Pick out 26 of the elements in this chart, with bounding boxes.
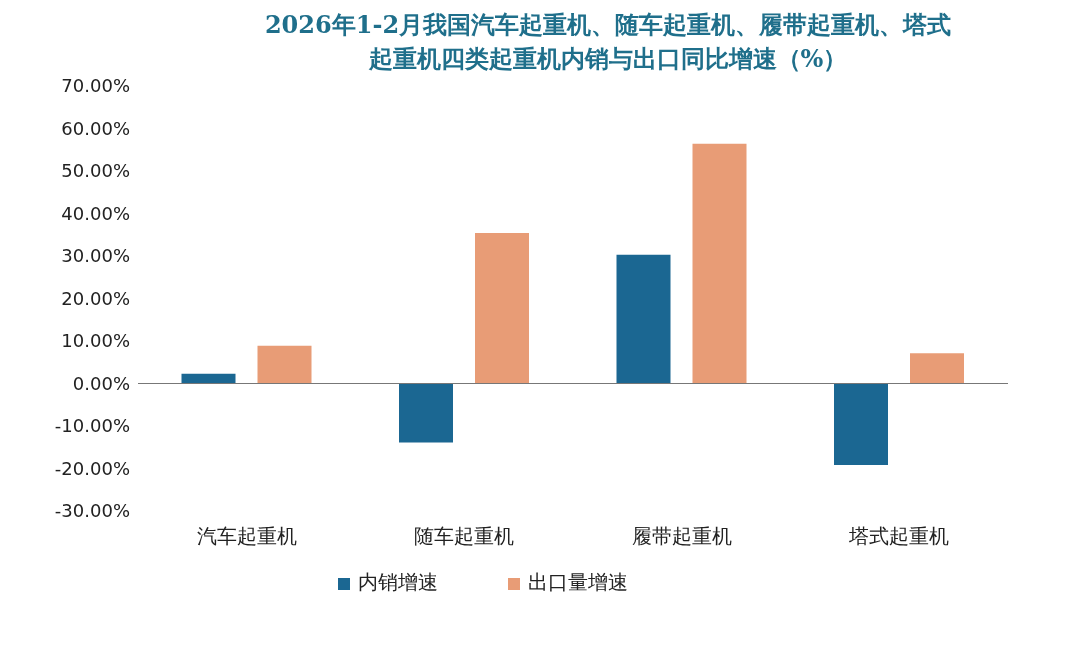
y-tick-label: -30.00%	[54, 500, 130, 522]
y-tick-label: 70.00%	[61, 75, 130, 97]
y-tick-label: 0.00%	[72, 372, 130, 394]
y-tick-label: 50.00%	[61, 160, 130, 182]
x-tick-label: 汽车起重机	[196, 524, 297, 549]
bar	[181, 373, 236, 384]
x-tick-label: 塔式起重机	[848, 524, 950, 549]
bar	[257, 345, 312, 384]
bar	[399, 383, 453, 443]
bar	[616, 254, 671, 384]
y-tick-label: 30.00%	[61, 245, 130, 267]
chart-title: 2026年1-2月我国汽车起重机、随车起重机、履带起重机、塔式起重机四类起重机内销与出口同比增速（%）	[263, 9, 953, 75]
bar	[834, 383, 888, 466]
y-tick-label: -20.00%	[54, 457, 130, 479]
bar	[475, 233, 529, 384]
x-tick-label: 履带起重机	[631, 524, 732, 549]
y-tick-label: 40.00%	[61, 202, 130, 224]
y-tick-label: 60.00%	[61, 117, 130, 139]
x-tick-label: 随车起重机	[414, 524, 515, 549]
y-tick-label: 20.00%	[61, 287, 130, 309]
legend-label: 出口量增速	[528, 570, 628, 594]
y-tick-label: -10.00%	[54, 415, 130, 437]
legend-label: 内销增速	[358, 570, 438, 594]
bar	[910, 353, 964, 384]
y-tick-label: 10.00%	[61, 330, 130, 352]
bar	[692, 143, 747, 384]
